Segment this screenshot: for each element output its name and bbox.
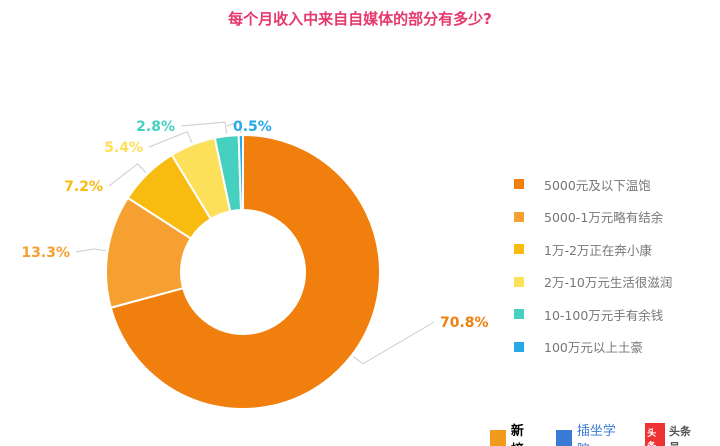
legend-item: 10-100万元手有余钱 — [514, 298, 672, 331]
legend-swatch — [514, 309, 524, 320]
data-label: 0.5% — [233, 119, 272, 135]
leader-line — [75, 248, 106, 253]
legend-item: 1万-2万正在奔小康 — [514, 233, 672, 266]
legend-item: 5000元及以下温饱 — [514, 168, 672, 201]
legend-swatch — [514, 341, 524, 352]
leader-line — [108, 163, 147, 187]
leader-line — [180, 121, 227, 135]
chart-title: 每个月收入中来自自媒体的部分有多少? — [228, 10, 492, 28]
donut-slice — [109, 133, 381, 410]
toutiao-text: 头条号 — [668, 425, 691, 446]
legend-swatch — [514, 276, 524, 287]
legend-swatch — [514, 244, 524, 255]
data-label: 5.4% — [104, 140, 143, 156]
leader-line — [226, 120, 242, 134]
legend-label: 1万-2万正在奔小康 — [544, 242, 652, 258]
legend-item: 5000-1万元略有结余 — [514, 201, 672, 234]
toutiao-badge: 头条 — [645, 423, 665, 446]
xinbang-logo: 新榜 — [490, 420, 534, 446]
leader-line — [148, 130, 193, 148]
legend-label: 10-100万元手有余钱 — [544, 307, 664, 323]
legend-label: 100万元以上土豪 — [544, 340, 643, 356]
zhizuo-icon — [555, 430, 572, 446]
toutiao-logo: 头条头条号 — [645, 423, 698, 446]
legend: 5000元及以下温饱 5000-1万元略有结余 1万-2万正在奔小康 2万-10万元生… — [514, 168, 672, 363]
xinbang-text: 新榜 — [510, 424, 524, 446]
legend-item: 2万-10万元生活很滋润 — [514, 266, 672, 299]
legend-item: 100万元以上土豪 — [514, 331, 672, 364]
donut-slice — [237, 133, 244, 212]
data-label: 70.8% — [440, 315, 489, 331]
legend-swatch — [514, 179, 524, 190]
legend-label: 2万-10万元生活很滋润 — [544, 275, 673, 291]
zhizuo-logo: 插坐学院 — [555, 420, 623, 446]
xinbang-icon — [490, 430, 506, 446]
legend-label: 5000元及以下温饱 — [544, 177, 651, 193]
data-label: 13.3% — [21, 245, 70, 261]
legend-label: 5000-1万元略有结余 — [544, 210, 664, 226]
logos: 新榜 插坐学院 头条头条号 — [490, 420, 720, 446]
zhizuo-text: 插坐学院 — [576, 424, 616, 446]
leader-line — [353, 321, 435, 365]
data-label: 2.8% — [136, 119, 175, 135]
data-label: 7.2% — [64, 179, 103, 195]
legend-swatch — [514, 211, 524, 222]
